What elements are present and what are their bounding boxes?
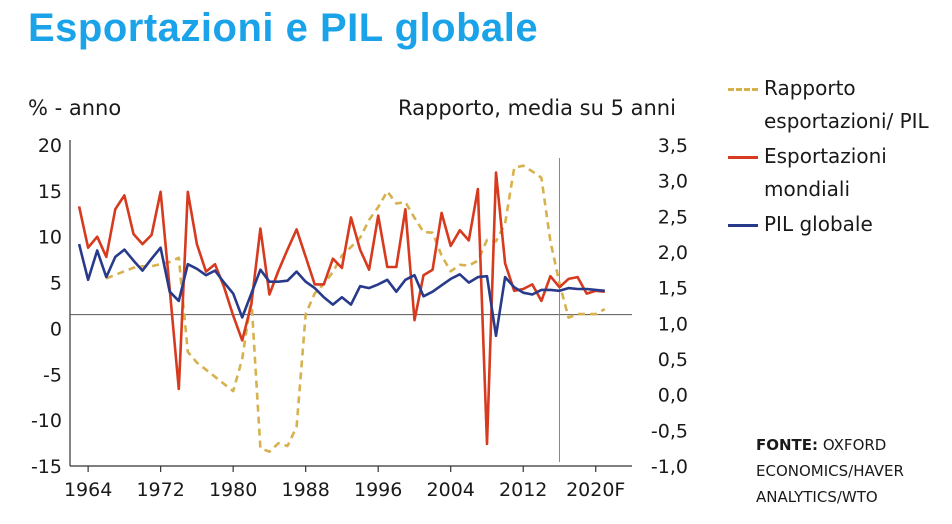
left-axis-ticks: 20 15 10 5 0 -5 -10 -15 <box>31 135 62 478</box>
x-tick-label: 2020F <box>566 479 625 501</box>
legend-item-gdp: PIL globale <box>728 208 948 241</box>
x-tick-label: 1996 <box>354 479 402 501</box>
series-line-ratio <box>105 164 606 454</box>
series-line-exports <box>77 171 605 446</box>
right-tick-label: 3,5 <box>658 135 688 157</box>
legend: Rapporto esportazioni/ PIL Esportazioni … <box>728 72 948 243</box>
x-tick-label: 1988 <box>281 479 329 501</box>
source-note: FONTE: OXFORD ECONOMICS/HAVER ANALYTICS/… <box>756 432 952 510</box>
x-tick-label: 2012 <box>499 479 547 501</box>
legend-swatch-exports <box>728 156 758 159</box>
series-lines <box>77 164 606 454</box>
right-tick-label: 2,0 <box>658 242 688 264</box>
x-tick-label: 1964 <box>64 479 112 501</box>
left-tick-label: 20 <box>38 135 62 157</box>
series-line-gdp <box>77 243 605 338</box>
legend-item-exports: Esportazioni mondiali <box>728 140 948 206</box>
chart-frame <box>69 140 632 467</box>
right-axis-unit: Rapporto, media su 5 anni <box>398 96 676 120</box>
legend-swatch-gdp <box>728 224 758 227</box>
right-tick-label: -1,0 <box>651 456 688 478</box>
legend-label-ratio: Rapporto esportazioni/ PIL <box>764 76 929 133</box>
left-tick-label: 10 <box>38 227 62 249</box>
left-tick-label: -15 <box>31 456 62 478</box>
left-tick-label: -5 <box>43 364 62 386</box>
right-axis-ticks: 3,5 3,0 2,5 2,0 1,5 1,0 0,5 0,0 -0,5 -1,0 <box>651 135 688 478</box>
left-tick-label: -10 <box>31 410 62 432</box>
source-label: FONTE: <box>756 436 819 454</box>
chart-title: Esportazioni e PIL globale <box>28 6 539 50</box>
x-tick-label: 1972 <box>136 479 184 501</box>
x-tick-label: 2004 <box>427 479 475 501</box>
right-tick-label: 0,0 <box>658 385 688 407</box>
legend-label-exports: Esportazioni mondiali <box>764 144 887 201</box>
source-text: OXFORD ECONOMICS/HAVER ANALYTICS/WTO <box>756 436 904 506</box>
right-tick-label: -0,5 <box>651 420 688 442</box>
left-tick-label: 15 <box>38 181 62 203</box>
left-axis-unit: % - anno <box>28 96 122 120</box>
legend-swatch-ratio <box>728 88 758 91</box>
right-tick-label: 0,5 <box>658 349 688 371</box>
x-axis-ticks: 1964 1972 1980 1988 1996 2004 2012 2020F <box>64 466 625 501</box>
right-tick-label: 1,0 <box>658 313 688 335</box>
left-tick-label: 0 <box>50 318 62 340</box>
right-tick-label: 1,5 <box>658 278 688 300</box>
legend-label-gdp: PIL globale <box>764 212 873 236</box>
right-tick-label: 2,5 <box>658 206 688 228</box>
legend-item-ratio: Rapporto esportazioni/ PIL <box>728 72 948 138</box>
right-tick-label: 3,0 <box>658 171 688 193</box>
x-tick-label: 1980 <box>209 479 257 501</box>
left-tick-label: 5 <box>50 273 62 295</box>
